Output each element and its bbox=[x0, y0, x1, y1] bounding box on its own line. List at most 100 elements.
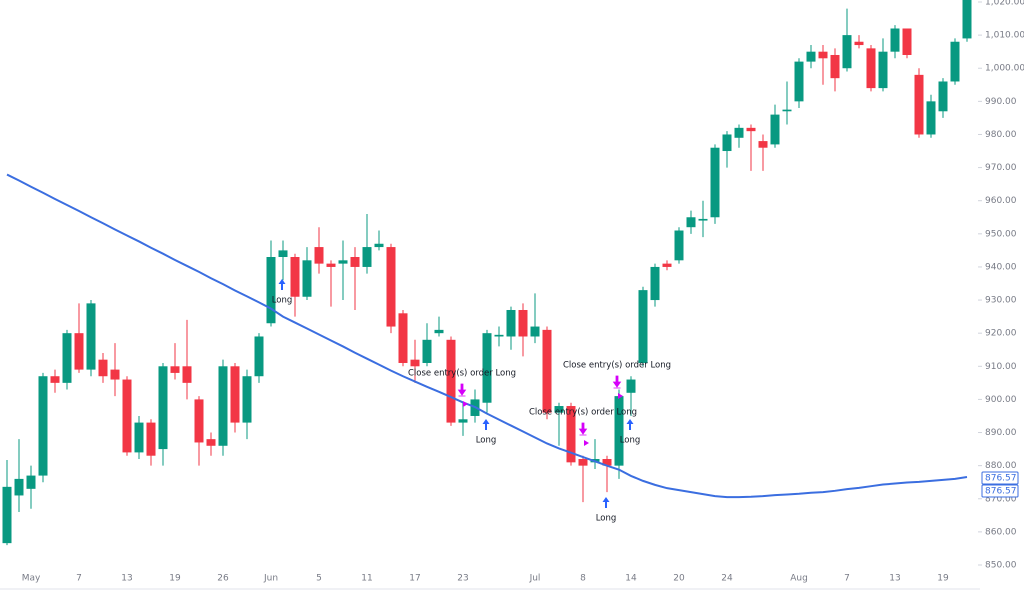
candle-body bbox=[842, 35, 852, 69]
candle-body bbox=[938, 81, 948, 112]
candle-body bbox=[50, 376, 60, 383]
close-marker bbox=[584, 440, 589, 446]
candle-body bbox=[158, 366, 168, 450]
candle-body bbox=[62, 333, 72, 383]
candle-body bbox=[98, 359, 108, 377]
x-tick-label: 19 bbox=[937, 574, 949, 584]
candle-body bbox=[854, 41, 864, 46]
candle-body bbox=[554, 406, 564, 413]
long-arrow bbox=[278, 279, 286, 290]
candle-body bbox=[2, 486, 12, 544]
x-tick-label: 11 bbox=[361, 574, 372, 584]
x-tick-label: 19 bbox=[169, 574, 181, 584]
candle-body bbox=[194, 399, 204, 443]
y-tick-label: 990.00 bbox=[985, 97, 1017, 107]
y-tick-label: 910.00 bbox=[985, 362, 1017, 372]
candle-body bbox=[230, 366, 240, 423]
candle-body bbox=[626, 379, 636, 393]
candle-body bbox=[254, 336, 264, 377]
x-tick-label: 13 bbox=[889, 574, 900, 584]
x-tick-label: Jun bbox=[263, 574, 278, 584]
candle-body bbox=[638, 290, 648, 363]
x-tick-label: 17 bbox=[409, 574, 420, 584]
x-tick-label: 26 bbox=[217, 574, 229, 584]
candle-body bbox=[14, 478, 24, 496]
candle-body bbox=[782, 109, 792, 112]
x-tick-label: 7 bbox=[844, 574, 850, 584]
x-tick-label: 23 bbox=[457, 574, 468, 584]
candle-body bbox=[74, 333, 84, 370]
close-marker bbox=[463, 401, 468, 407]
candle-body bbox=[182, 366, 192, 383]
y-tick-label: 860.00 bbox=[985, 527, 1017, 537]
candle-body bbox=[962, 0, 972, 39]
y-tick-label: 890.00 bbox=[985, 428, 1017, 438]
candle-body bbox=[482, 333, 492, 403]
candle-body bbox=[650, 266, 660, 301]
x-tick-label: Aug bbox=[790, 574, 808, 584]
y-tick-label: 980.00 bbox=[985, 130, 1017, 140]
candle-body bbox=[362, 247, 372, 267]
candle-body bbox=[806, 51, 816, 62]
candle-body bbox=[566, 406, 576, 463]
x-tick-label: 7 bbox=[76, 574, 82, 584]
candle-body bbox=[278, 250, 288, 258]
x-tick-label: 24 bbox=[721, 574, 733, 584]
candle-body bbox=[722, 134, 732, 152]
y-tick-label: 940.00 bbox=[985, 262, 1017, 272]
long-arrow bbox=[626, 419, 634, 430]
long-arrow bbox=[482, 419, 490, 430]
candle-body bbox=[338, 260, 348, 264]
candle-body bbox=[314, 247, 324, 264]
candle-body bbox=[386, 247, 396, 327]
x-tick-label: 20 bbox=[673, 574, 685, 584]
annotation: Close entry(s) order Long bbox=[563, 361, 671, 371]
candle-body bbox=[122, 379, 132, 453]
candle-body bbox=[506, 309, 516, 337]
candle-body bbox=[38, 376, 48, 476]
last-value-box bbox=[981, 484, 1019, 498]
candle-body bbox=[434, 329, 444, 334]
candle-body bbox=[746, 127, 756, 132]
candle-body bbox=[446, 339, 456, 423]
y-tick-label: 900.00 bbox=[985, 395, 1017, 405]
candle-body bbox=[422, 339, 432, 363]
x-tick-label: May bbox=[22, 574, 41, 584]
candle-body bbox=[710, 147, 720, 218]
candle-body bbox=[878, 51, 888, 89]
candle-body bbox=[770, 114, 780, 145]
candle-body bbox=[458, 419, 468, 423]
y-tick-label: 1,020.00 bbox=[985, 0, 1024, 8]
candle-body bbox=[206, 439, 216, 446]
candle-body bbox=[914, 74, 924, 135]
close-arrow bbox=[578, 422, 588, 436]
x-tick-label: 8 bbox=[580, 574, 586, 584]
y-tick-label: 880.00 bbox=[985, 461, 1017, 471]
annotation: Close entry(s) order Long bbox=[408, 369, 516, 379]
close-arrow bbox=[457, 383, 467, 397]
candle-body bbox=[266, 257, 276, 324]
y-tick-label: 950.00 bbox=[985, 229, 1017, 239]
moving-average bbox=[6, 173, 968, 499]
y-tick-label: 920.00 bbox=[985, 329, 1017, 339]
last-value-label: 876.57 bbox=[985, 474, 1017, 484]
candle-body bbox=[134, 422, 144, 453]
candle-body bbox=[818, 51, 828, 59]
candle-body bbox=[698, 218, 708, 221]
candle-body bbox=[326, 263, 336, 267]
candle-body bbox=[86, 303, 96, 370]
y-tick-label: 870.00 bbox=[985, 494, 1017, 504]
close-marker bbox=[618, 393, 623, 399]
x-tick-label: 14 bbox=[625, 574, 637, 584]
x-tick-label: 13 bbox=[121, 574, 132, 584]
candle-body bbox=[866, 48, 876, 89]
candle-body bbox=[734, 127, 744, 138]
annotation: Long bbox=[620, 436, 641, 446]
annotation: Close entry(s) order Long bbox=[529, 408, 637, 418]
candle-body bbox=[410, 359, 420, 367]
annotation: Long bbox=[272, 296, 293, 306]
last-value-box bbox=[981, 471, 1019, 485]
candle-body bbox=[530, 326, 540, 337]
